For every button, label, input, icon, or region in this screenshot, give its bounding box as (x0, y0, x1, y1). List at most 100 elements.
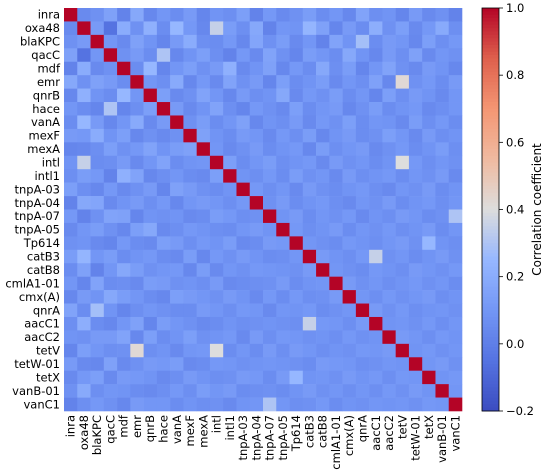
heatmap-cell-9-11 (209, 128, 224, 143)
heatmap-cell-15-6 (143, 209, 158, 224)
heatmap-cell-28-5 (130, 384, 144, 398)
heatmap-cell-17-3 (103, 236, 118, 251)
heatmap-cell-20-27 (422, 276, 436, 291)
heatmap-cell-5-13 (236, 75, 251, 89)
colorbar-segment (482, 18, 499, 22)
heatmap-cell-27-29 (448, 370, 463, 385)
heatmap-cell-0-16 (276, 8, 290, 22)
heatmap-cell-2-20 (329, 34, 343, 49)
heatmap-cell-18-15 (263, 249, 277, 264)
heatmap-cell-10-6 (143, 142, 158, 157)
heatmap-cell-28-16 (276, 384, 290, 398)
heatmap-cell-2-14 (249, 34, 264, 49)
heatmap-cell-14-19 (316, 196, 330, 210)
heatmap-cell-6-6 (143, 88, 158, 103)
heatmap-cell-9-13 (236, 128, 251, 143)
y-tick-label: intl1 (34, 169, 60, 183)
heatmap-cell-4-23 (369, 61, 383, 76)
heatmap-cell-21-8 (170, 290, 184, 304)
heatmap-cell-17-23 (369, 236, 383, 251)
heatmap-cell-13-11 (209, 182, 224, 197)
heatmap-cell-6-10 (196, 88, 211, 103)
heatmap-cell-25-27 (422, 343, 436, 358)
heatmap-cell-18-3 (103, 249, 118, 264)
heatmap-cell-22-24 (382, 303, 396, 318)
colorbar-tick-label: 0.0 (506, 337, 524, 351)
heatmap-cell-28-9 (183, 384, 197, 398)
heatmap-cell-29-1 (77, 397, 91, 412)
heatmap-cell-20-7 (156, 276, 171, 291)
heatmap-cell-2-24 (382, 34, 396, 49)
heatmap-cell-5-8 (170, 75, 184, 89)
colorbar-segment (482, 357, 499, 362)
heatmap-cell-1-19 (316, 21, 330, 36)
heatmap-cell-6-22 (355, 88, 370, 103)
heatmap-cell-28-12 (223, 384, 237, 398)
heatmap-cell-22-11 (209, 303, 224, 318)
colorbar-segment (482, 283, 499, 288)
heatmap-cell-28-4 (117, 384, 131, 398)
heatmap-cell-7-29 (448, 102, 463, 116)
heatmap-cell-7-4 (117, 102, 131, 116)
heatmap-cell-28-21 (342, 384, 357, 398)
heatmap-cell-9-15 (263, 128, 277, 143)
heatmap-cell-5-12 (223, 75, 237, 89)
heatmap-cell-19-8 (170, 263, 184, 277)
x-tick-label: catB8 (316, 415, 330, 448)
x-tick-label: tetW-01 (409, 415, 423, 461)
heatmap-cell-3-3 (103, 48, 118, 63)
heatmap-cell-22-29 (448, 303, 463, 318)
heatmap-cell-1-4 (117, 21, 131, 36)
heatmap-cell-7-14 (249, 102, 264, 116)
heatmap-cell-23-11 (209, 316, 224, 331)
colorbar-segment (482, 155, 499, 160)
y-tick-label: intl (42, 155, 60, 169)
colorbar-segment (482, 316, 499, 321)
heatmap-cell-21-5 (130, 290, 144, 304)
heatmap-cell-23-5 (130, 316, 144, 331)
heatmap-cell-10-4 (117, 142, 131, 157)
heatmap-cell-19-11 (209, 263, 224, 277)
heatmap-cell-12-29 (448, 169, 463, 183)
colorbar-segment (482, 149, 499, 153)
heatmap-cell-28-11 (209, 384, 224, 398)
heatmap-cell-3-19 (316, 48, 330, 63)
heatmap-cell-11-29 (448, 155, 463, 170)
heatmap-cell-19-2 (90, 263, 105, 277)
heatmap-cell-18-29 (448, 249, 463, 264)
colorbar-segment (482, 162, 499, 167)
heatmap-cell-14-1 (77, 196, 91, 210)
heatmap-cell-27-18 (302, 370, 317, 385)
heatmap-cell-22-1 (77, 303, 91, 318)
heatmap-cell-20-5 (130, 276, 144, 291)
y-tick-label: mexF (29, 129, 61, 143)
heatmap-cell-5-29 (448, 75, 463, 89)
heatmap-cell-18-14 (249, 249, 264, 264)
heatmap-cell-24-15 (263, 330, 277, 345)
heatmap-cell-20-18 (302, 276, 317, 291)
heatmap-cell-10-22 (355, 142, 370, 157)
heatmap-cell-4-9 (183, 61, 197, 76)
heatmap-cell-9-3 (103, 128, 118, 143)
heatmap-cell-13-27 (422, 182, 436, 197)
heatmap-cell-21-2 (90, 290, 105, 304)
colorbar-segment (482, 142, 499, 147)
y-tick-label: tnpA-04 (15, 196, 61, 210)
heatmap-cell-8-29 (448, 115, 463, 130)
heatmap-cell-27-19 (316, 370, 330, 385)
heatmap-cell-9-22 (355, 128, 370, 143)
heatmap-cell-5-5 (130, 75, 144, 89)
heatmap-cell-14-18 (302, 196, 317, 210)
heatmap-cell-13-6 (143, 182, 158, 197)
heatmap-cell-19-3 (103, 263, 118, 277)
colorbar-segment (482, 128, 499, 133)
heatmap-cell-0-10 (196, 8, 211, 22)
heatmap-cell-0-15 (263, 8, 277, 22)
heatmap-cell-12-1 (77, 169, 91, 183)
colorbar-segment (482, 31, 499, 36)
heatmap-cell-3-6 (143, 48, 158, 63)
heatmap-cell-7-20 (329, 102, 343, 116)
heatmap-cell-1-13 (236, 21, 251, 36)
heatmap-cell-24-13 (236, 330, 251, 345)
heatmap-cell-17-21 (342, 236, 357, 251)
